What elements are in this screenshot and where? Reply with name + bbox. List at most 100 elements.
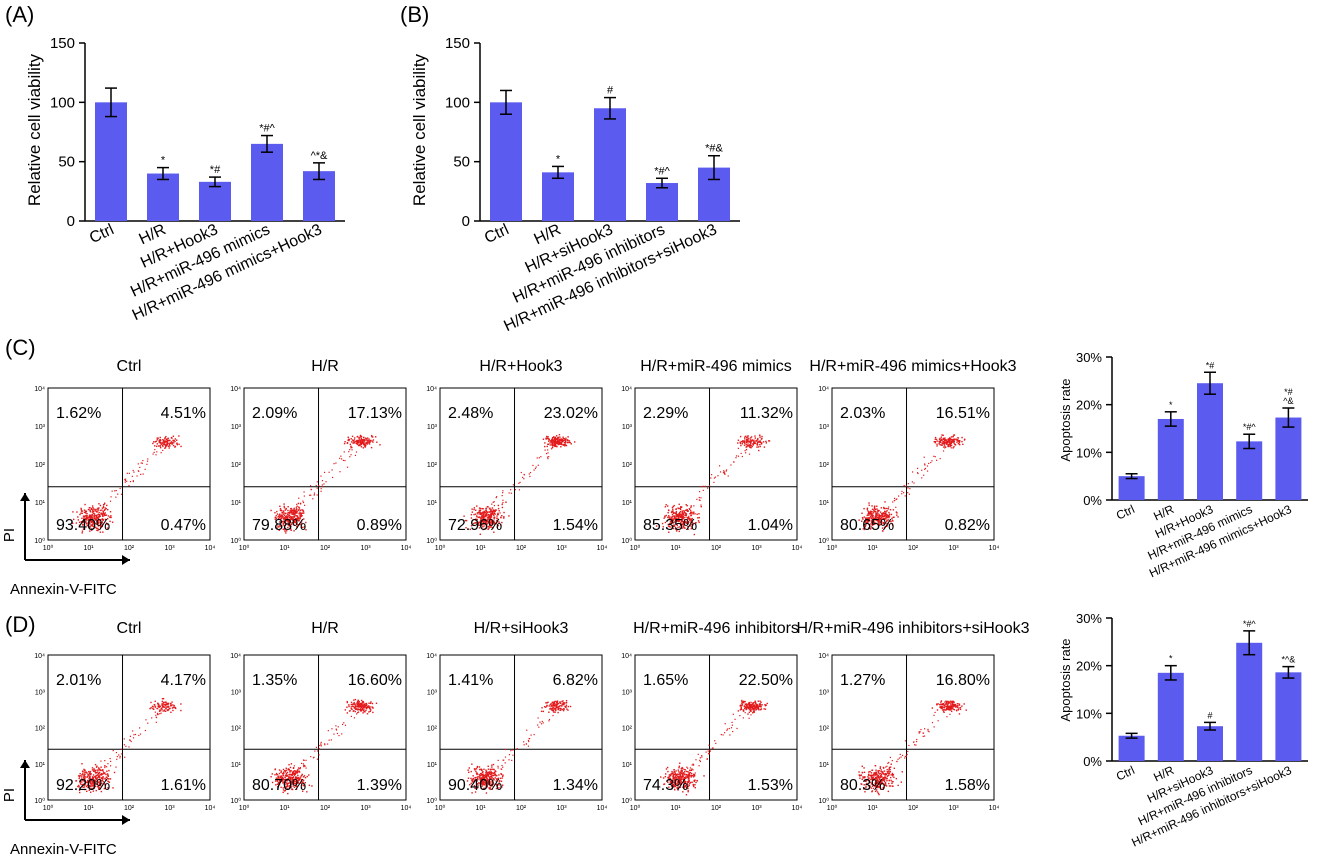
dot: [940, 703, 942, 706]
dot: [940, 706, 942, 709]
dot: [947, 704, 949, 706]
dot: [315, 484, 317, 487]
dot: [689, 524, 691, 527]
dot: [167, 437, 169, 439]
dot: [873, 517, 875, 520]
dot: [566, 708, 568, 710]
dot: [943, 708, 945, 710]
dot: [680, 770, 682, 773]
dot: [917, 472, 919, 475]
dot: [494, 772, 496, 774]
dot: [674, 519, 677, 522]
dot: [939, 440, 942, 443]
dot: [907, 491, 909, 494]
dot: [687, 521, 689, 524]
dot: [167, 709, 170, 711]
dot: [87, 522, 90, 524]
flow-plot-title: H/R+siHook3: [474, 620, 569, 637]
dot: [952, 705, 955, 708]
dot: [356, 704, 358, 706]
dot: [886, 524, 889, 527]
pi-axis-label: PI: [1, 788, 18, 802]
dot: [682, 785, 685, 787]
dot: [875, 769, 877, 771]
dot: [78, 777, 80, 780]
dot: [292, 509, 295, 511]
dot: [473, 507, 476, 509]
dot: [305, 759, 307, 761]
dot: [754, 437, 756, 439]
dot: [740, 440, 743, 443]
dot: [563, 707, 565, 710]
dot: [873, 785, 876, 787]
dot: [165, 706, 167, 708]
dot: [340, 455, 342, 457]
bar: [95, 102, 127, 221]
dot: [544, 449, 546, 451]
dot: [473, 522, 475, 525]
dot: [282, 522, 284, 525]
dot: [140, 462, 142, 464]
dot: [934, 436, 937, 439]
dot: [350, 445, 352, 448]
dot: [936, 445, 938, 447]
dot: [765, 440, 767, 443]
dot: [693, 533, 696, 536]
dot: [484, 523, 486, 525]
dot: [311, 785, 313, 787]
dot: [282, 774, 285, 777]
dot: [147, 458, 149, 460]
dot: [860, 774, 862, 777]
dot: [130, 740, 132, 743]
dot: [750, 707, 752, 709]
x-tick-label: 10³: [556, 805, 567, 812]
dot: [677, 526, 679, 528]
dot: [557, 711, 559, 714]
dot: [292, 785, 294, 787]
dot: [489, 514, 491, 516]
dot: [890, 521, 892, 523]
dot: [878, 509, 880, 512]
dot: [876, 773, 878, 775]
dot: [680, 506, 682, 508]
dot: [550, 702, 552, 705]
dot: [98, 520, 100, 522]
quadrant-ul-value: 2.03%: [840, 405, 885, 422]
dot: [887, 772, 889, 775]
dot: [75, 780, 77, 782]
dot: [477, 511, 480, 513]
dot: [138, 470, 140, 472]
dot: [140, 473, 142, 475]
dot: [567, 705, 570, 708]
x-tick-label: 10³: [360, 805, 371, 812]
dot: [178, 443, 180, 446]
dot: [102, 772, 105, 774]
dot: [680, 776, 682, 778]
dot: [324, 744, 326, 746]
dot: [301, 509, 303, 511]
dot: [876, 511, 878, 513]
dot: [85, 771, 87, 773]
dot: [161, 703, 163, 705]
dot: [556, 704, 558, 706]
dot: [465, 519, 468, 522]
dot: [555, 444, 557, 447]
dot: [360, 703, 362, 706]
dot: [678, 507, 680, 510]
dot: [682, 512, 684, 514]
dot: [372, 441, 374, 443]
dot: [687, 510, 689, 512]
dot: [159, 713, 161, 715]
dot: [892, 524, 894, 527]
dot: [868, 527, 870, 529]
dot: [895, 511, 898, 513]
dot: [110, 760, 112, 763]
dot: [939, 437, 941, 440]
dot: [489, 786, 491, 789]
dot: [887, 523, 889, 525]
dot: [477, 513, 479, 515]
dot: [668, 517, 671, 519]
dot: [681, 766, 683, 769]
dot: [686, 508, 688, 511]
dot: [567, 439, 569, 441]
